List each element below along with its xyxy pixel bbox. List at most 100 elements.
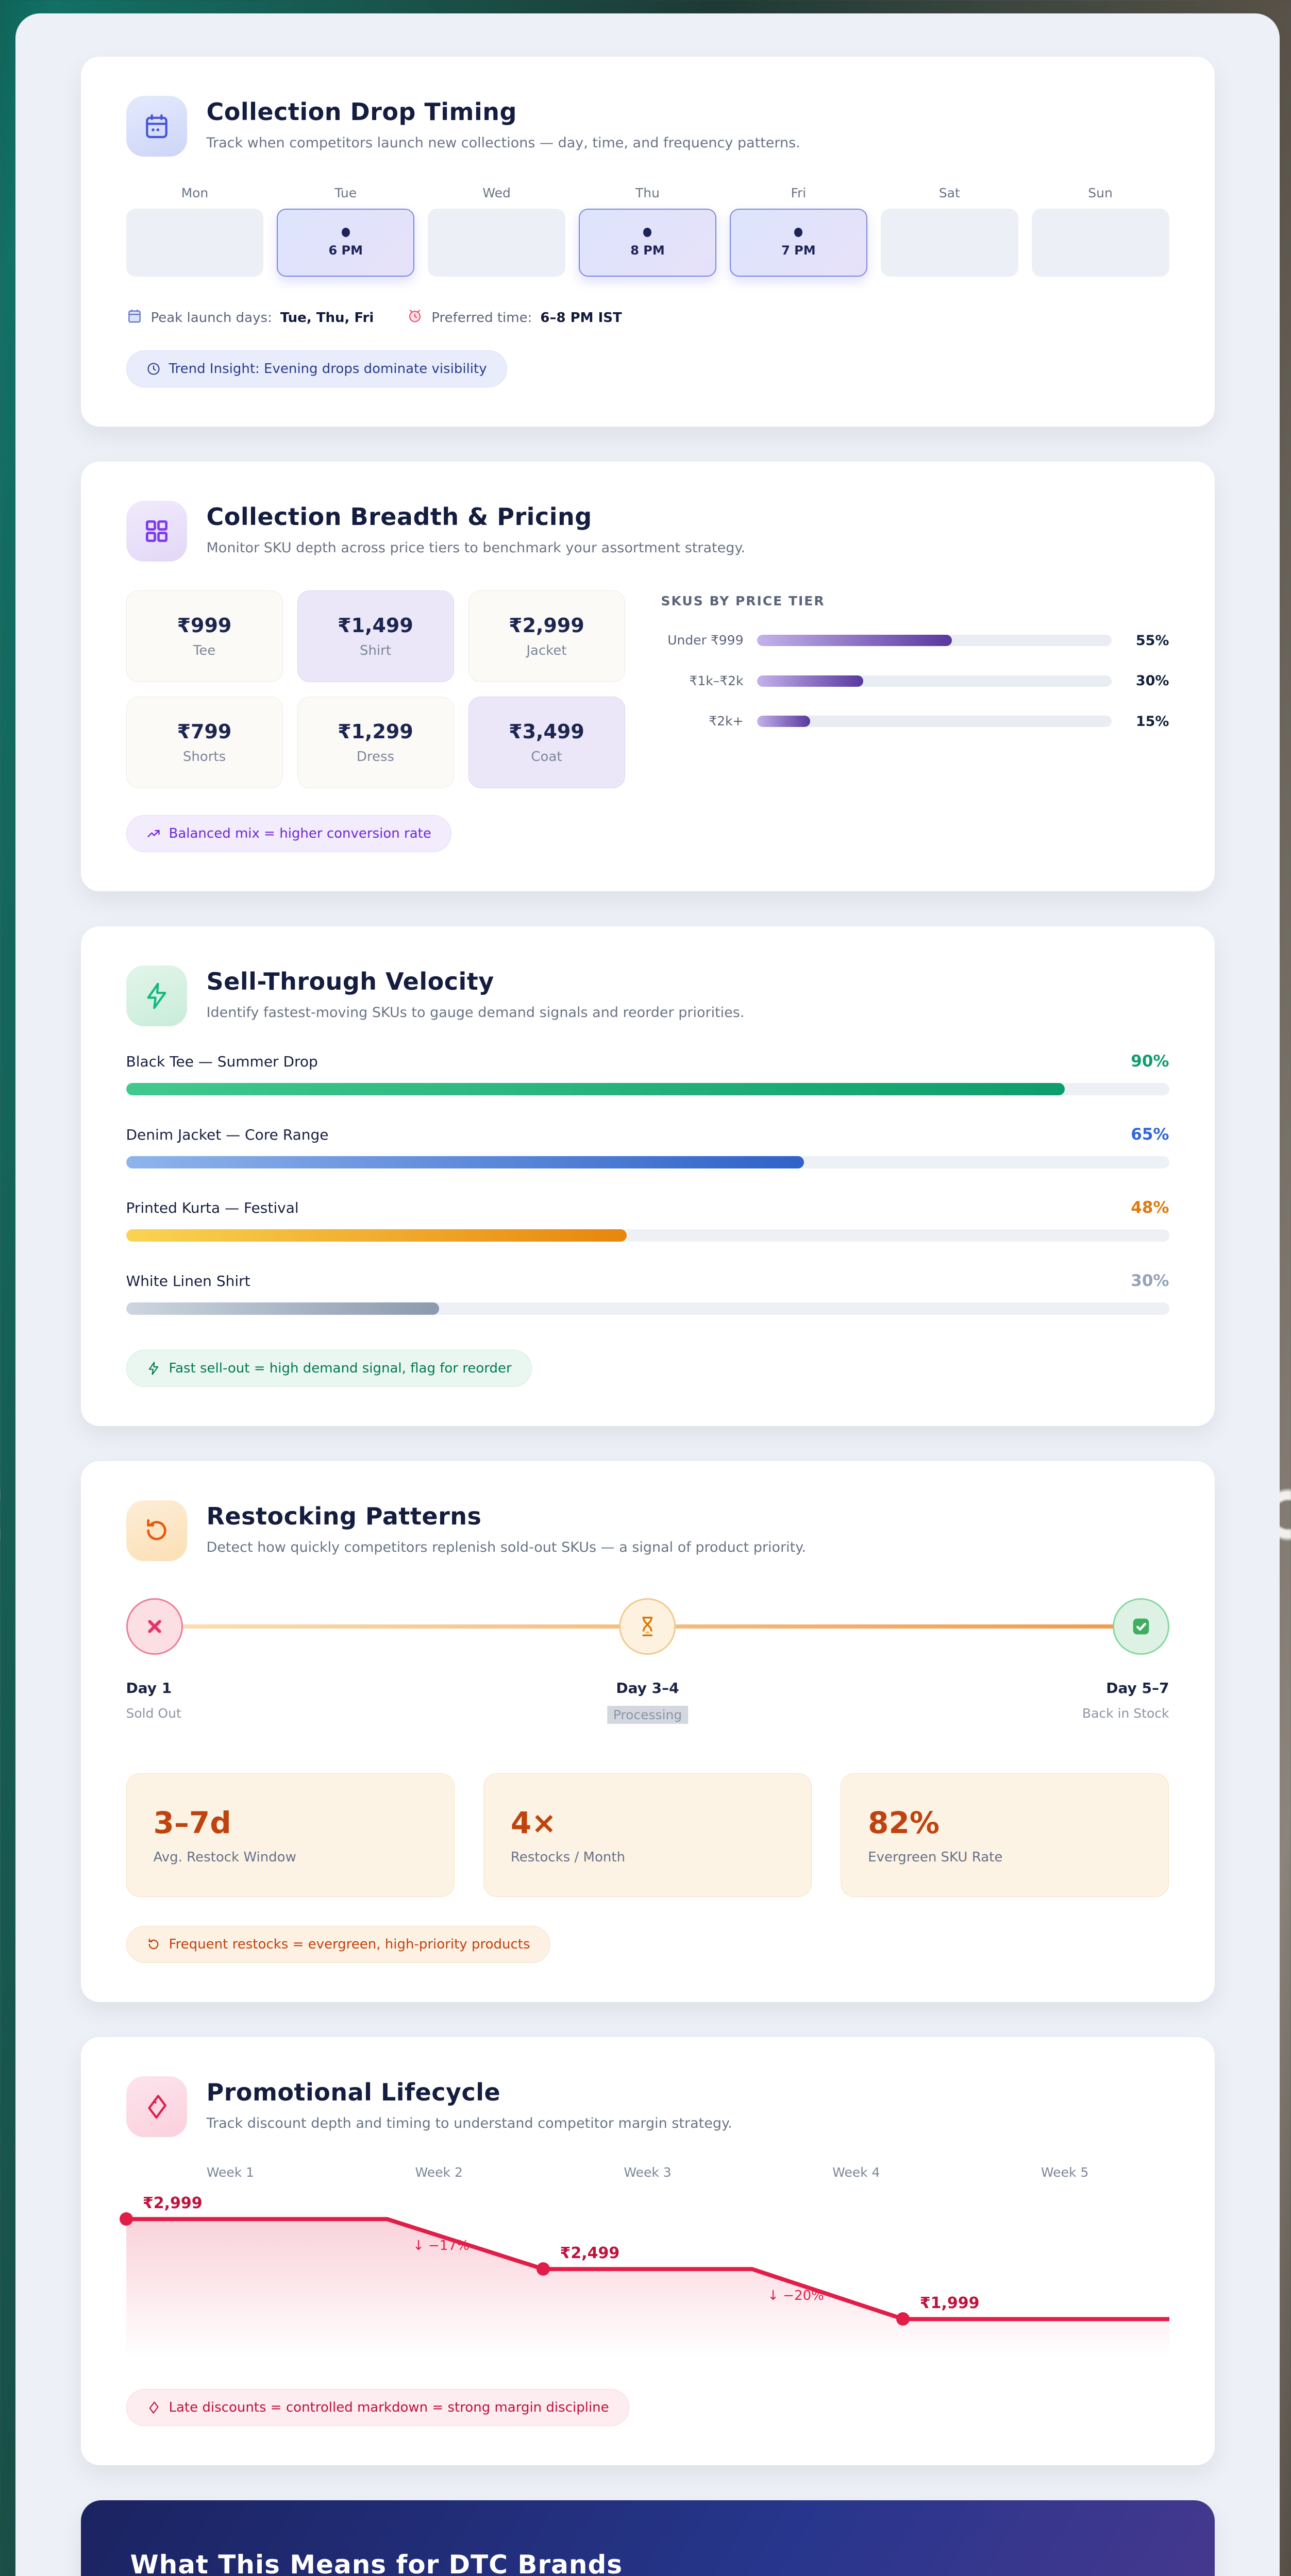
drop-dot: [341, 228, 350, 237]
price-tier-chart: Under ₹999 55% ₹1k–₹2k 30% ₹2k+ 15%: [661, 632, 1169, 730]
timeline-status: Processing: [607, 1706, 689, 1724]
restock-stat-box: 4× Restocks / Month: [483, 1773, 812, 1897]
card-header: Collection Drop Timing Track when compet…: [126, 96, 1169, 157]
tier-bar-fill: [757, 635, 952, 647]
card-dtc-summary: What This Means for DTC Brands Launch ti…: [80, 2500, 1215, 2576]
price-tile[interactable]: ₹2,999 Jacket: [468, 590, 625, 682]
price-tier-heading: SKUS BY PRICE TIER: [661, 594, 825, 608]
page-panel: Collection Drop Timing Track when compet…: [15, 13, 1280, 2576]
restock-arrow-icon: [126, 1500, 187, 1561]
price-point-label: ₹1,999: [919, 2294, 980, 2313]
meta-label: Preferred time:: [431, 310, 532, 326]
tier-bar-fill: [757, 675, 863, 687]
drop-day-cell[interactable]: 7 PM: [729, 209, 867, 277]
velocity-bar-track: [126, 1229, 1169, 1242]
card-restocking-patterns: Restocking Patterns Detect how quickly c…: [80, 1461, 1215, 2002]
drop-day-cell[interactable]: [1031, 209, 1169, 277]
price-tier-row: ₹1k–₹2k 30%: [661, 673, 1169, 690]
tier-bar-track: [757, 675, 1112, 687]
card-title: Sell-Through Velocity: [206, 968, 494, 995]
drop-time: 6 PM: [328, 243, 363, 258]
balanced-mix-pill: Balanced mix = higher conversion rate: [126, 815, 451, 852]
card-subtitle: Identify fastest-moving SKUs to gauge de…: [206, 1005, 745, 1021]
tile-price: ₹799: [177, 720, 232, 743]
tier-bar-track: [757, 716, 1112, 727]
drop-day-cell[interactable]: [428, 209, 566, 277]
price-point-dot: [536, 2262, 550, 2276]
price-tile[interactable]: ₹799 Shorts: [126, 697, 283, 788]
tile-label: Coat: [531, 749, 562, 765]
day-label: Fri: [791, 185, 807, 200]
drop-day-cell[interactable]: [880, 209, 1018, 277]
sku-percent: 65%: [1131, 1125, 1169, 1144]
tile-label: Shirt: [359, 643, 392, 658]
tile-label: Tee: [193, 643, 216, 658]
drop-day-cell[interactable]: [126, 209, 264, 277]
restock-stat-box: 82% Evergreen SKU Rate: [841, 1773, 1169, 1897]
tile-label: Shorts: [182, 749, 226, 765]
velocity-bar-fill: [126, 1083, 1065, 1095]
stat-value: 82%: [868, 1805, 940, 1840]
card-header: Restocking Patterns Detect how quickly c…: [126, 1500, 1169, 1561]
sku-percent: 48%: [1131, 1198, 1169, 1217]
price-tile-grid: ₹999 Tee ₹1,499 Shirt ₹2,999 Jacket ₹799 Shorts…: [126, 590, 625, 788]
sku-name: Denim Jacket — Core Range: [126, 1126, 329, 1143]
price-tile[interactable]: ₹1,299 Dress: [297, 697, 454, 788]
tile-label: Jacket: [526, 643, 567, 658]
restock-stat-row: 3–7d Avg. Restock Window 4× Restocks / Mont…: [126, 1773, 1169, 1897]
week-label: Week 1: [206, 2165, 255, 2180]
week-label-row: Week 1 Week 2 Week 3 Week 4 Week 5: [126, 2165, 1169, 2180]
tile-price: ₹1,299: [338, 720, 413, 743]
drop-day-cell[interactable]: 8 PM: [579, 209, 716, 277]
timeline-day: Day 1: [126, 1680, 172, 1697]
day-label: Wed: [482, 185, 511, 200]
price-tier-row: ₹2k+ 15%: [661, 713, 1169, 730]
promo-price-chart: ₹2,999 ₹2,499 ₹1,999 ↓ −17% ↓ −20%: [119, 2189, 1169, 2359]
day-label: Sat: [938, 185, 960, 200]
velocity-row-header: White Linen Shirt 30%: [126, 1272, 1169, 1290]
sku-name: White Linen Shirt: [126, 1273, 250, 1290]
week-label: Week 3: [624, 2165, 672, 2180]
sku-percent: 30%: [1131, 1272, 1169, 1290]
drop-day-cell[interactable]: 6 PM: [277, 209, 415, 277]
bolt-icon: [126, 965, 187, 1026]
day-label: Thu: [635, 185, 660, 200]
tile-price: ₹999: [177, 614, 232, 637]
drop-dot: [794, 228, 803, 237]
timeline-day: Day 3–4: [616, 1680, 679, 1697]
velocity-row: Printed Kurta — Festival 48%: [126, 1198, 1169, 1242]
stat-label: Restocks / Month: [510, 1850, 626, 1865]
price-tile[interactable]: ₹999 Tee: [126, 590, 283, 682]
velocity-bar-fill: [126, 1302, 439, 1315]
clock-icon: [147, 363, 160, 375]
timing-meta-item: Preferred time: 6–8 PM IST: [407, 308, 622, 328]
card-header: Promotional Lifecycle Track discount dep…: [126, 2076, 1169, 2137]
stat-value: 3–7d: [153, 1805, 231, 1840]
day-label: Sun: [1088, 185, 1113, 200]
velocity-row-header: Printed Kurta — Festival 48%: [126, 1198, 1169, 1217]
hourglass-icon: [619, 1598, 676, 1655]
tag-small-icon: [149, 2401, 158, 2414]
card-title: Promotional Lifecycle: [206, 2078, 501, 2106]
check-icon: [1112, 1598, 1169, 1655]
frequent-restock-text: Frequent restocks = evergreen, high-prio…: [169, 1937, 530, 1952]
summary-title: What This Means for DTC Brands: [130, 2550, 623, 2576]
day-label: Tue: [334, 185, 357, 200]
drop-dot: [643, 228, 652, 237]
velocity-row: Denim Jacket — Core Range 65%: [126, 1125, 1169, 1168]
grid-icon: [126, 501, 187, 562]
velocity-bar-track: [126, 1302, 1169, 1315]
trend-insight-text: Trend Insight: Evening drops dominate vi…: [169, 361, 487, 377]
card-sell-through-velocity: Sell-Through Velocity Identify fastest-m…: [80, 926, 1215, 1426]
velocity-bar-track: [126, 1156, 1169, 1168]
sku-name: Printed Kurta — Festival: [126, 1199, 299, 1216]
tag-icon: [126, 2076, 187, 2137]
price-tile[interactable]: ₹1,499 Shirt: [297, 590, 454, 682]
discount-drop-label: ↓ −20%: [767, 2287, 824, 2303]
calendar-small-icon: [126, 308, 143, 328]
drop-time: 7 PM: [781, 243, 816, 258]
price-tile[interactable]: ₹3,499 Coat: [468, 697, 625, 788]
tile-label: Dress: [356, 749, 395, 765]
velocity-row: White Linen Shirt 30%: [126, 1272, 1169, 1315]
trend-insight-pill: Trend Insight: Evening drops dominate vi…: [126, 350, 507, 387]
